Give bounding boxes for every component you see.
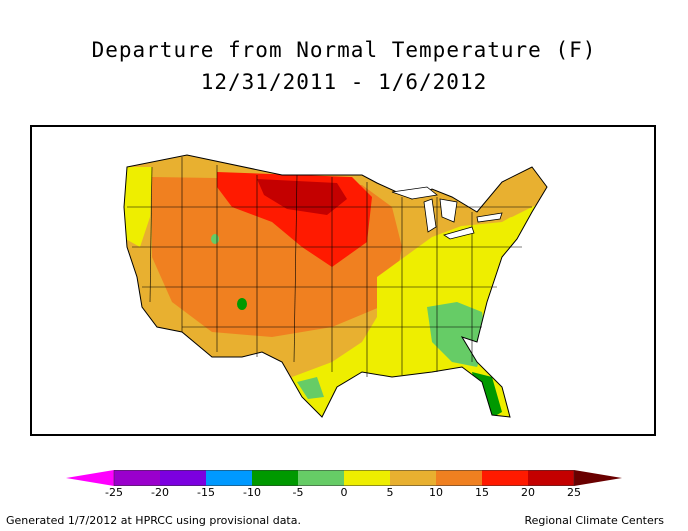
color-scale-bin bbox=[436, 470, 482, 486]
footer-source-credit: Regional Climate Centers bbox=[524, 514, 664, 527]
color-scale-tick-label: -15 bbox=[197, 486, 215, 499]
band-20-to-25 bbox=[257, 179, 347, 215]
color-scale-bin bbox=[390, 470, 436, 486]
band-neg10-to-neg5-southwest bbox=[237, 298, 247, 310]
color-scale-bin bbox=[298, 470, 344, 486]
color-scale-tick-label: 0 bbox=[340, 486, 348, 499]
color-scale-bin bbox=[528, 470, 574, 486]
color-scale-bin bbox=[206, 470, 252, 486]
color-scale-tick-label: -25 bbox=[105, 486, 123, 499]
color-scale-bin bbox=[114, 470, 160, 486]
footer-generated-note: Generated 1/7/2012 at HPRCC using provis… bbox=[6, 514, 301, 527]
color-scale-bin bbox=[252, 470, 298, 486]
temperature-field bbox=[124, 155, 547, 417]
color-scale-tick-label: 5 bbox=[386, 486, 394, 499]
color-scale-tick-label: -10 bbox=[243, 486, 261, 499]
band-neg5-to-0-texas bbox=[297, 377, 324, 399]
color-scale-bin bbox=[482, 470, 528, 486]
color-scale-tick-label: 15 bbox=[475, 486, 489, 499]
color-scale-below-min-arrow bbox=[66, 470, 114, 486]
map-title: Departure from Normal Temperature (F) bbox=[91, 38, 597, 62]
color-scale-legend bbox=[66, 470, 622, 486]
color-scale-bin bbox=[160, 470, 206, 486]
state-boundaries bbox=[127, 157, 532, 377]
great-lakes bbox=[391, 186, 503, 240]
color-scale-bin bbox=[344, 470, 390, 486]
us-temperature-departure-map bbox=[123, 154, 548, 418]
color-scale-above-max-arrow bbox=[574, 470, 622, 486]
map-panel bbox=[30, 125, 656, 436]
band-neg5-to-0-rockies bbox=[211, 234, 219, 244]
map-date-range: 12/31/2011 - 1/6/2012 bbox=[200, 70, 488, 94]
color-scale-outline bbox=[113, 470, 575, 486]
color-scale-tick-label: 10 bbox=[429, 486, 443, 499]
color-scale-tick-label: 25 bbox=[567, 486, 581, 499]
color-scale-tick-label: -5 bbox=[292, 486, 304, 499]
color-scale-tick-label: 20 bbox=[521, 486, 535, 499]
us-outline bbox=[123, 154, 548, 418]
color-scale-tick-label: -20 bbox=[151, 486, 169, 499]
